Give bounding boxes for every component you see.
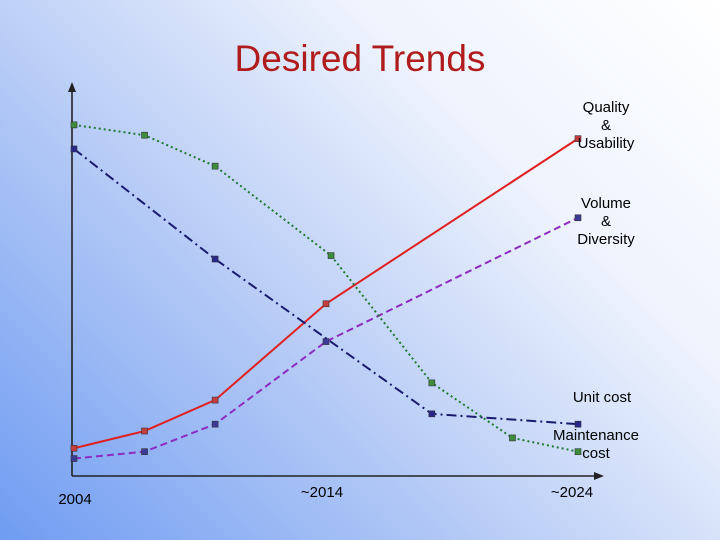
data-point-3-6 (574, 448, 582, 455)
data-point-0-4 (574, 135, 582, 142)
data-point-2-0 (70, 145, 78, 153)
series-label-3: Maintenance cost (553, 427, 639, 462)
data-point-2-2 (428, 410, 436, 418)
y-axis-arrow (68, 82, 76, 92)
data-point-1-0 (70, 455, 78, 462)
x-tick-label-0: 2004 (58, 491, 91, 508)
data-point-3-4 (428, 379, 436, 387)
x-axis-arrow (594, 472, 604, 480)
data-point-2-3 (574, 420, 582, 428)
data-point-3-1 (141, 131, 148, 139)
series-line-2 (73, 148, 579, 426)
data-point-2-1 (211, 255, 219, 263)
series-label-1: Volume & Diversity (577, 195, 635, 248)
data-point-1-3 (322, 338, 330, 345)
series-line-0 (73, 137, 579, 450)
data-point-3-3 (327, 252, 335, 259)
x-tick-label-2: ~2024 (551, 484, 593, 501)
data-point-1-1 (141, 448, 148, 455)
data-point-0-1 (141, 427, 148, 435)
data-point-3-0 (70, 121, 78, 129)
data-point-0-0 (70, 444, 78, 452)
data-point-1-4 (574, 214, 582, 222)
chart-title: Desired Trends (234, 38, 486, 79)
data-point-0-2 (211, 396, 219, 404)
series-label-2: Unit cost (573, 389, 632, 406)
data-point-0-3 (322, 300, 330, 308)
data-point-3-5 (509, 434, 516, 442)
series-line-3 (73, 123, 579, 453)
data-point-1-2 (211, 420, 219, 428)
data-point-3-2 (211, 162, 219, 170)
series-label-0: Quality & Usability (578, 99, 635, 152)
x-tick-label-1: ~2014 (301, 484, 343, 501)
